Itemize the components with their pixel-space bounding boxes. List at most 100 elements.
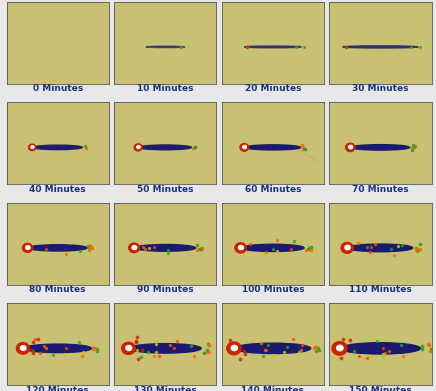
Ellipse shape xyxy=(122,342,135,355)
Point xyxy=(400,353,407,359)
Point xyxy=(93,348,100,354)
Point xyxy=(337,355,344,361)
Ellipse shape xyxy=(20,346,26,350)
Point xyxy=(364,244,371,250)
Point xyxy=(30,338,37,344)
Point xyxy=(150,244,157,250)
Point xyxy=(145,245,152,251)
Point xyxy=(201,350,208,356)
Point xyxy=(167,342,174,348)
Point xyxy=(204,347,211,353)
Point xyxy=(138,346,145,353)
Point xyxy=(34,336,41,342)
Point xyxy=(230,348,237,354)
Point xyxy=(305,246,312,252)
Point xyxy=(48,239,54,245)
Point xyxy=(37,350,44,356)
Point xyxy=(85,243,92,249)
Point xyxy=(206,342,213,348)
Point xyxy=(134,347,141,353)
Ellipse shape xyxy=(351,145,410,150)
Point xyxy=(315,347,322,353)
Ellipse shape xyxy=(33,145,82,150)
Ellipse shape xyxy=(343,46,418,48)
Point xyxy=(174,337,181,344)
Point xyxy=(409,142,416,149)
Point xyxy=(18,343,25,349)
Point xyxy=(257,340,264,346)
Point xyxy=(310,344,317,351)
Point xyxy=(298,342,305,348)
Point xyxy=(90,346,97,352)
Point xyxy=(397,342,404,348)
Point xyxy=(426,348,433,354)
Ellipse shape xyxy=(332,342,347,355)
Point xyxy=(340,335,347,342)
Point xyxy=(364,355,371,361)
Point xyxy=(394,243,401,249)
Point xyxy=(274,237,281,244)
Point xyxy=(305,246,312,252)
Point xyxy=(399,242,405,248)
Point xyxy=(298,142,305,148)
Point xyxy=(415,246,422,253)
Point xyxy=(313,348,320,355)
Text: 150 Minutes: 150 Minutes xyxy=(349,386,412,391)
Ellipse shape xyxy=(129,344,201,353)
Ellipse shape xyxy=(28,245,87,251)
Point xyxy=(145,348,152,355)
Point xyxy=(274,248,281,255)
Point xyxy=(86,242,93,249)
Text: 100 Minutes: 100 Minutes xyxy=(242,285,304,294)
Ellipse shape xyxy=(129,243,140,253)
Point xyxy=(261,347,268,353)
Point xyxy=(191,144,198,150)
Point xyxy=(346,337,353,343)
Point xyxy=(198,245,205,251)
Point xyxy=(62,250,69,256)
Point xyxy=(40,343,47,349)
Ellipse shape xyxy=(231,345,237,351)
Point xyxy=(43,345,50,352)
Point xyxy=(367,353,374,359)
Ellipse shape xyxy=(132,246,137,249)
Point xyxy=(42,246,49,252)
Point xyxy=(307,244,314,251)
Point xyxy=(192,144,199,151)
Point xyxy=(290,336,297,343)
Ellipse shape xyxy=(134,144,142,151)
Point xyxy=(302,146,309,152)
Point xyxy=(287,246,294,252)
Point xyxy=(407,44,414,50)
Text: 0 Minutes: 0 Minutes xyxy=(33,84,83,93)
Point xyxy=(340,345,347,351)
Point xyxy=(152,341,159,347)
Ellipse shape xyxy=(341,242,353,253)
Point xyxy=(242,351,249,357)
Point xyxy=(426,342,433,348)
Point xyxy=(382,350,389,356)
Point xyxy=(170,345,177,352)
Ellipse shape xyxy=(31,146,34,148)
Ellipse shape xyxy=(348,244,413,252)
Point xyxy=(379,352,386,358)
Text: 140 Minutes: 140 Minutes xyxy=(242,386,304,391)
Ellipse shape xyxy=(28,144,36,151)
Point xyxy=(300,145,307,152)
Text: 30 Minutes: 30 Minutes xyxy=(352,84,409,93)
Point xyxy=(269,246,276,252)
Point xyxy=(291,238,298,244)
Point xyxy=(193,242,200,248)
Point xyxy=(227,337,234,343)
Ellipse shape xyxy=(137,145,140,149)
Point xyxy=(356,353,363,359)
Text: 80 Minutes: 80 Minutes xyxy=(30,285,86,294)
Text: 120 Minutes: 120 Minutes xyxy=(26,386,89,391)
Point xyxy=(314,345,321,351)
Point xyxy=(313,344,320,350)
Ellipse shape xyxy=(139,145,191,150)
Point xyxy=(206,349,213,355)
Point xyxy=(187,343,194,349)
Point xyxy=(356,239,363,246)
Point xyxy=(412,246,419,252)
